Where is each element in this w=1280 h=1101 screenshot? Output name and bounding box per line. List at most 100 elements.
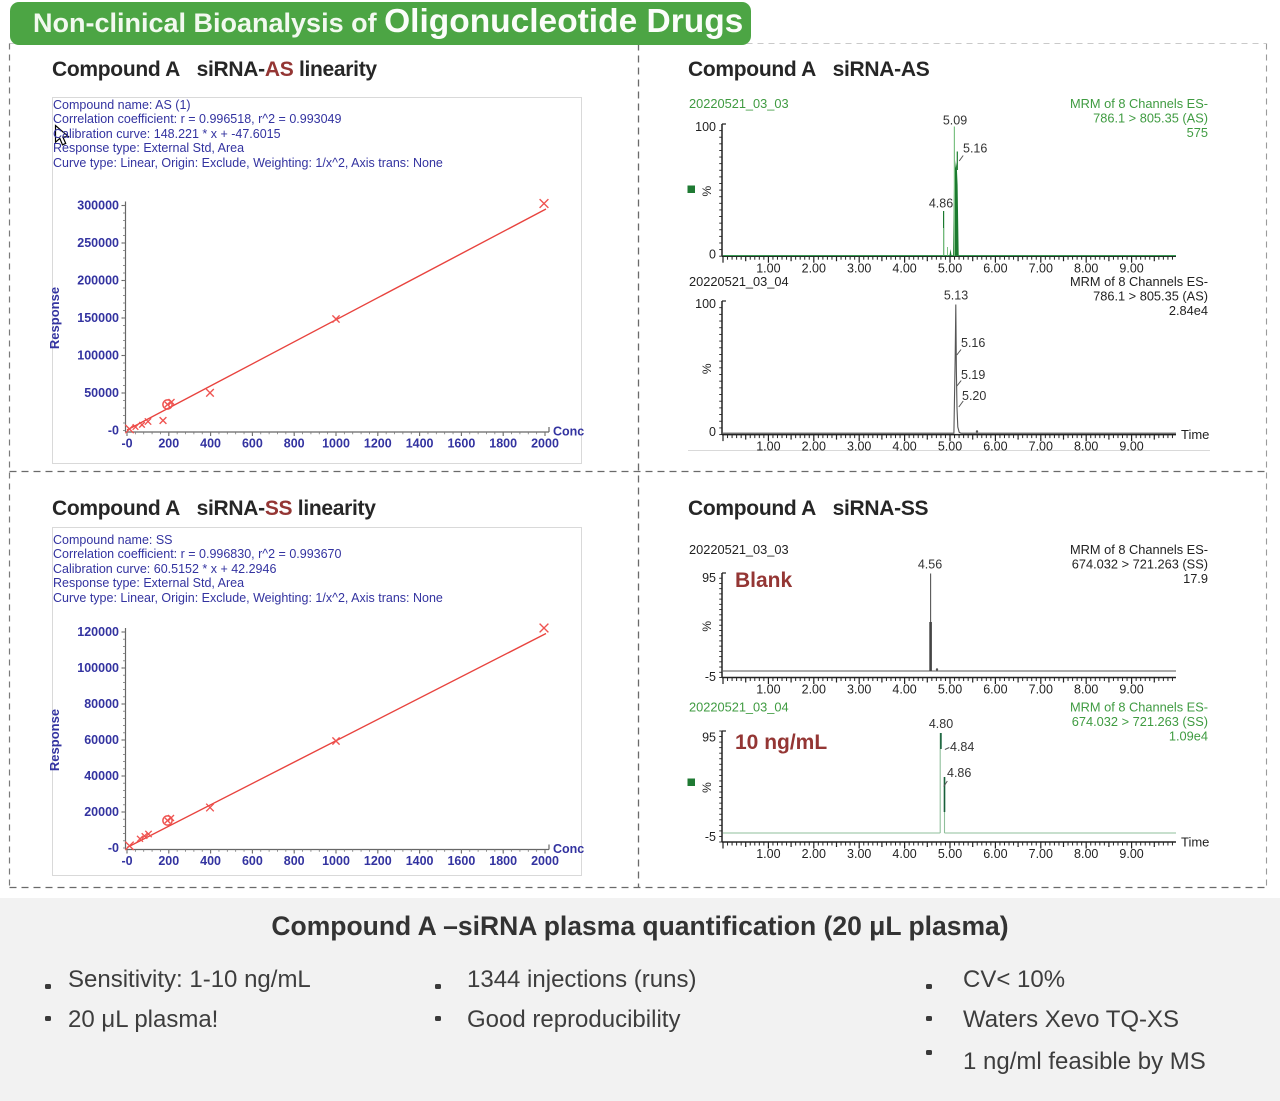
svg-text:1800: 1800 <box>489 854 517 868</box>
svg-text:8.00: 8.00 <box>1074 261 1098 275</box>
svg-text:100: 100 <box>695 120 716 134</box>
svg-text:20220521_03_04: 20220521_03_04 <box>689 700 789 715</box>
svg-text:5.00: 5.00 <box>938 683 962 697</box>
svg-text:4.86: 4.86 <box>947 766 971 780</box>
svg-text:200000: 200000 <box>77 274 119 288</box>
svg-text:1200: 1200 <box>364 854 392 868</box>
svg-text:80000: 80000 <box>84 697 119 711</box>
svg-text:2.00: 2.00 <box>802 261 826 275</box>
svg-text:20220521_03_03: 20220521_03_03 <box>689 96 789 111</box>
svg-text:4.84: 4.84 <box>950 740 974 754</box>
svg-text:1.00: 1.00 <box>756 261 780 275</box>
svg-text:3.00: 3.00 <box>847 440 871 454</box>
svg-text:1600: 1600 <box>447 854 475 868</box>
svg-text:%: % <box>700 363 714 374</box>
svg-text:4.00: 4.00 <box>892 261 916 275</box>
svg-text:17.9: 17.9 <box>1183 571 1208 586</box>
svg-text:150000: 150000 <box>77 311 119 325</box>
svg-text:600: 600 <box>242 854 263 868</box>
svg-text:95: 95 <box>702 731 716 745</box>
svg-text:200: 200 <box>158 854 179 868</box>
svg-text:-0: -0 <box>121 854 132 868</box>
svg-text:3.00: 3.00 <box>847 683 871 697</box>
svg-text:1200: 1200 <box>364 437 392 451</box>
svg-text:800: 800 <box>284 437 305 451</box>
svg-text:400: 400 <box>200 854 221 868</box>
svg-text:60000: 60000 <box>84 733 119 747</box>
svg-text:6.00: 6.00 <box>983 261 1007 275</box>
svg-text:4.00: 4.00 <box>892 847 916 861</box>
svg-text:20000: 20000 <box>84 805 119 819</box>
svg-text:100: 100 <box>695 297 716 311</box>
svg-text:20220521_03_04: 20220521_03_04 <box>689 274 789 289</box>
svg-text:7.00: 7.00 <box>1029 683 1053 697</box>
svg-text:2.84e4: 2.84e4 <box>1169 303 1208 318</box>
svg-text:Time: Time <box>1181 427 1209 442</box>
svg-text:MRM of 8 Channels ES-: MRM of 8 Channels ES- <box>1070 96 1208 111</box>
svg-text:5.00: 5.00 <box>938 847 962 861</box>
svg-text:100000: 100000 <box>77 661 119 675</box>
svg-text:Conc: Conc <box>553 425 584 439</box>
svg-text:6.00: 6.00 <box>983 847 1007 861</box>
svg-text:1000: 1000 <box>322 437 350 451</box>
svg-text:3.00: 3.00 <box>847 847 871 861</box>
svg-text:1400: 1400 <box>406 437 434 451</box>
svg-text:5.16: 5.16 <box>961 336 985 350</box>
svg-text:8.00: 8.00 <box>1074 440 1098 454</box>
svg-text:6.00: 6.00 <box>983 440 1007 454</box>
svg-text:120000: 120000 <box>77 625 119 639</box>
svg-text:100000: 100000 <box>77 349 119 363</box>
svg-text:%: % <box>700 782 714 793</box>
svg-text:-0: -0 <box>108 424 119 438</box>
svg-text:4.86: 4.86 <box>929 197 953 211</box>
svg-text:1000: 1000 <box>322 854 350 868</box>
svg-text:800: 800 <box>284 854 305 868</box>
svg-text:4.80: 4.80 <box>929 717 953 731</box>
svg-text:600: 600 <box>242 437 263 451</box>
svg-text:2.00: 2.00 <box>802 683 826 697</box>
svg-text:MRM of 8 Channels ES-: MRM of 8 Channels ES- <box>1070 542 1208 557</box>
svg-text:300000: 300000 <box>77 199 119 213</box>
svg-text:5.19: 5.19 <box>961 368 985 382</box>
svg-text:2000: 2000 <box>531 854 559 868</box>
svg-text:1.09e4: 1.09e4 <box>1169 729 1208 744</box>
svg-text:674.032 > 721.263 (SS): 674.032 > 721.263 (SS) <box>1072 714 1208 729</box>
svg-text:786.1 > 805.35 (AS): 786.1 > 805.35 (AS) <box>1093 289 1208 304</box>
svg-text:0: 0 <box>709 425 716 439</box>
svg-text:400: 400 <box>200 437 221 451</box>
svg-text:250000: 250000 <box>77 236 119 250</box>
svg-text:Response: Response <box>47 287 62 349</box>
svg-text:2.00: 2.00 <box>802 440 826 454</box>
svg-text:MRM of 8 Channels ES-: MRM of 8 Channels ES- <box>1070 700 1208 715</box>
svg-text:8.00: 8.00 <box>1074 847 1098 861</box>
svg-text:9.00: 9.00 <box>1119 683 1143 697</box>
svg-text:4.56: 4.56 <box>918 558 942 572</box>
svg-text:9.00: 9.00 <box>1119 440 1143 454</box>
svg-text:4.00: 4.00 <box>892 683 916 697</box>
svg-text:%: % <box>700 185 714 196</box>
svg-text:40000: 40000 <box>84 769 119 783</box>
svg-text:7.00: 7.00 <box>1029 847 1053 861</box>
svg-text:7.00: 7.00 <box>1029 440 1053 454</box>
svg-text:3.00: 3.00 <box>847 261 871 275</box>
svg-text:5.13: 5.13 <box>944 289 968 303</box>
svg-text:-5: -5 <box>705 830 716 844</box>
svg-text:674.032 > 721.263 (SS): 674.032 > 721.263 (SS) <box>1072 557 1208 572</box>
svg-text:%: % <box>700 621 714 632</box>
svg-text:5.20: 5.20 <box>962 389 986 403</box>
svg-text:1400: 1400 <box>406 854 434 868</box>
svg-text:Conc: Conc <box>553 842 584 856</box>
svg-text:6.00: 6.00 <box>983 683 1007 697</box>
svg-text:5.00: 5.00 <box>938 440 962 454</box>
svg-text:20220521_03_03: 20220521_03_03 <box>689 542 789 557</box>
svg-text:1.00: 1.00 <box>756 440 780 454</box>
svg-text:575: 575 <box>1187 125 1208 140</box>
svg-text:1.00: 1.00 <box>756 683 780 697</box>
svg-text:5.09: 5.09 <box>943 114 967 128</box>
svg-text:-0: -0 <box>108 841 119 855</box>
svg-text:4.00: 4.00 <box>892 440 916 454</box>
svg-text:-0: -0 <box>121 437 132 451</box>
svg-text:Time: Time <box>1181 835 1209 850</box>
svg-text:0: 0 <box>709 248 716 262</box>
svg-text:9.00: 9.00 <box>1119 261 1143 275</box>
